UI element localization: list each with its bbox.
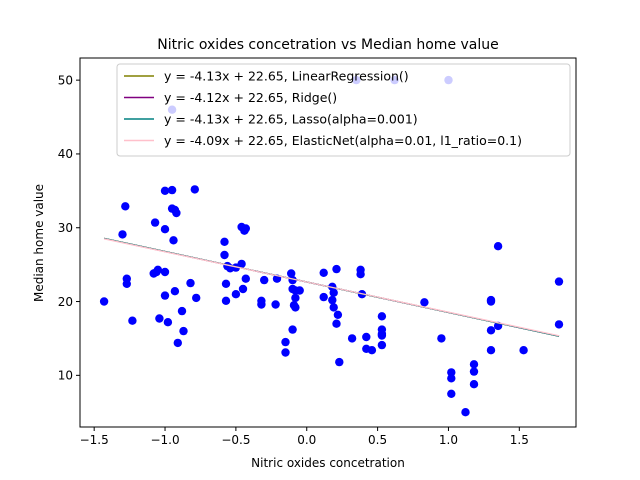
- scatter-point: [447, 389, 456, 398]
- scatter-point: [469, 360, 479, 369]
- scatter-point: [177, 306, 187, 316]
- x-tick-label: 0.0: [297, 433, 316, 447]
- y-tick-label: 50: [58, 73, 73, 87]
- scatter-point: [486, 326, 496, 335]
- scatter-point: [192, 293, 201, 303]
- scatter-point: [367, 346, 377, 355]
- scatter-point: [332, 264, 341, 274]
- scatter-point: [291, 303, 300, 312]
- regression-line-4: [103, 238, 560, 337]
- scatter-point: [260, 275, 269, 285]
- scatter-point: [172, 208, 181, 218]
- scatter-point: [128, 316, 137, 325]
- y-axis-label: Median home value: [32, 184, 46, 302]
- scatter-point: [469, 367, 479, 376]
- scatter-point: [238, 284, 248, 294]
- scatter-point: [295, 286, 304, 295]
- scatter-point: [356, 270, 365, 279]
- scatter-point: [155, 314, 164, 323]
- scatter-point: [160, 291, 170, 300]
- scatter-point: [118, 230, 127, 239]
- scatter-point: [447, 374, 456, 383]
- scatter-point: [231, 290, 241, 299]
- legend-entry: y = -4.12x + 22.65, Ridge(): [164, 90, 337, 105]
- y-tick-label: 30: [58, 221, 73, 235]
- scatter-point: [328, 295, 337, 305]
- scatter-point: [493, 242, 503, 251]
- scatter-point: [221, 296, 231, 305]
- y-tick-label: 40: [58, 147, 73, 161]
- legend-entry: y = -4.13x + 22.65, LinearRegression(): [164, 69, 409, 84]
- scatter-point: [554, 320, 564, 329]
- scatter-point: [160, 186, 170, 195]
- scatter-point: [329, 288, 338, 297]
- plot-frame: [79, 57, 577, 428]
- x-tick-label: 1.5: [510, 433, 529, 447]
- scatter-point: [362, 332, 371, 342]
- scatter-point: [257, 296, 266, 305]
- scatter-point: [287, 269, 296, 278]
- scatter-point: [173, 338, 182, 348]
- scatter-point: [469, 380, 479, 389]
- scatter-point: [190, 185, 199, 194]
- scatter-point: [486, 297, 496, 306]
- x-tick-label: 0.5: [368, 433, 387, 447]
- scatter-point: [170, 287, 180, 296]
- scatter-point: [220, 237, 229, 246]
- scatter-point: [99, 297, 109, 306]
- scatter-point: [377, 312, 387, 321]
- x-tick-label: 1.0: [439, 433, 458, 447]
- scatter-point: [167, 185, 177, 195]
- scatter-point: [319, 292, 328, 302]
- plot-area: −1.5 −1.0 −0.5 0.0 0.5 1.0 1.5 10 20 30 40 50 y = -4…: [58, 57, 577, 447]
- scatter-point: [186, 278, 195, 288]
- scatter-point: [220, 250, 229, 260]
- scatter-point: [377, 331, 387, 340]
- scatter-point: [160, 225, 170, 234]
- chart-title: Nitric oxides concetration vs Median hom…: [157, 37, 499, 53]
- scatter-point: [519, 346, 528, 355]
- scatter-point: [237, 259, 246, 269]
- scatter-point: [335, 357, 344, 367]
- scatter-point: [169, 236, 178, 245]
- scatter-point: [461, 408, 470, 417]
- scatter-point: [332, 319, 341, 328]
- x-tick-label: −0.5: [221, 433, 250, 447]
- legend-box: [116, 63, 571, 157]
- scatter-point: [319, 268, 328, 277]
- legend-entry: y = -4.09x + 22.65, ElasticNet(alpha=0.0…: [164, 133, 522, 148]
- scatter-point: [420, 298, 429, 307]
- legend-entry: y = -4.13x + 22.65, Lasso(alpha=0.001): [164, 112, 418, 127]
- scatter-point: [160, 267, 170, 277]
- scatter-point: [121, 202, 130, 211]
- x-axis-label: Nitric oxides concetration: [251, 456, 405, 470]
- scatter-point: [291, 293, 300, 303]
- x-tick-label: −1.0: [150, 433, 179, 447]
- scatter-point: [150, 218, 160, 227]
- scatter-point: [281, 348, 290, 357]
- scatter-point: [554, 277, 564, 286]
- y-tick-label: 20: [58, 295, 73, 309]
- scatter-point: [179, 326, 188, 336]
- scatter-point: [122, 279, 131, 288]
- scatter-point: [153, 265, 163, 274]
- x-tick-label: −1.5: [80, 433, 109, 447]
- scatter-point: [329, 303, 338, 312]
- scatter-point: [271, 300, 280, 309]
- scatter-point: [221, 279, 231, 288]
- scatter-point: [333, 310, 343, 319]
- scatter-point: [347, 334, 357, 343]
- scatter-point: [281, 337, 290, 347]
- scatter-point: [288, 325, 297, 334]
- scatter-point: [241, 274, 250, 283]
- scatter-point: [163, 318, 173, 327]
- scatter-point: [377, 340, 387, 350]
- scatter-point: [241, 224, 250, 233]
- y-tick-label: 10: [58, 369, 73, 383]
- scatter-point: [486, 346, 496, 355]
- scatter-point: [437, 334, 446, 343]
- scatter-point: [447, 368, 456, 377]
